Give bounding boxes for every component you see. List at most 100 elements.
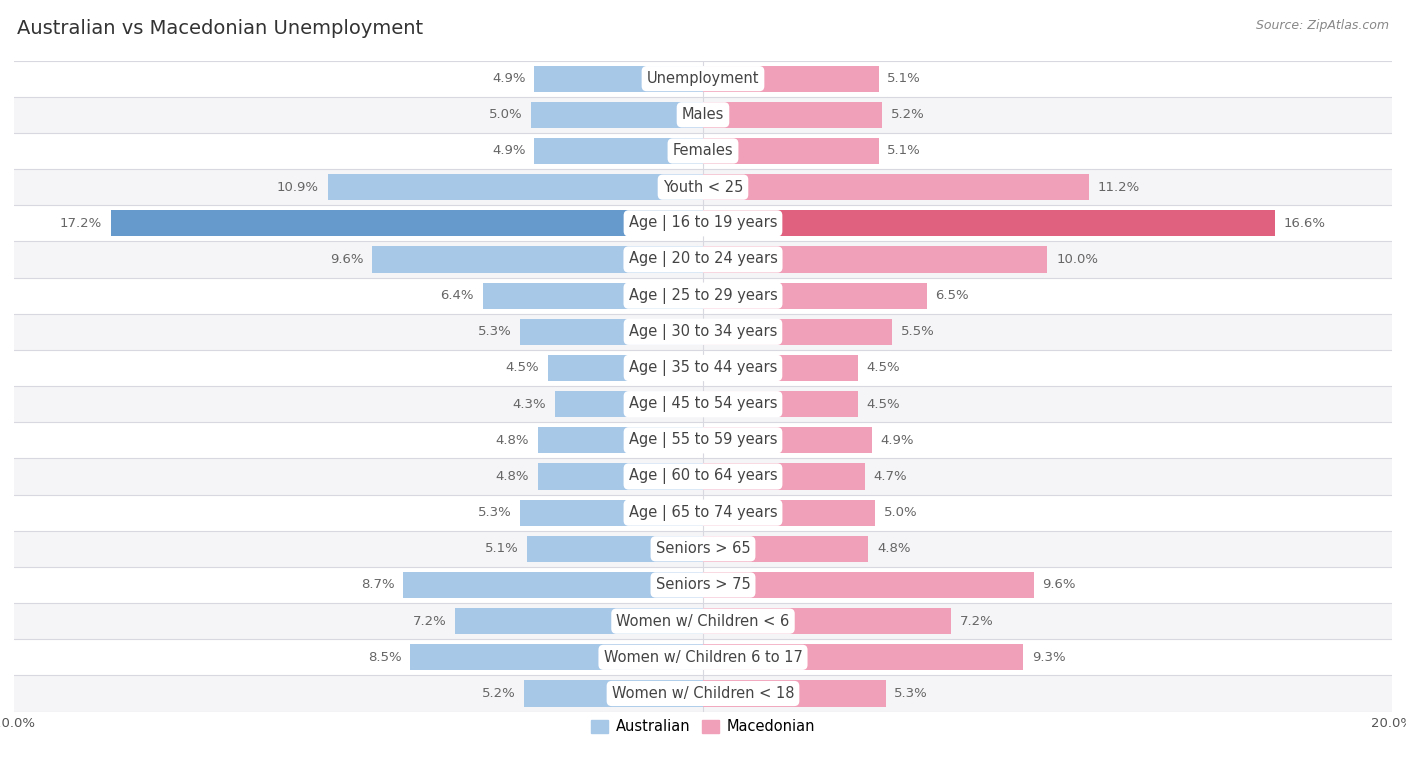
Bar (703, 536, 869, 562)
Text: Age | 55 to 59 years: Age | 55 to 59 years (628, 432, 778, 448)
Text: 4.8%: 4.8% (495, 434, 529, 447)
Bar (14, 97, 1392, 133)
Text: Age | 30 to 34 years: Age | 30 to 34 years (628, 324, 778, 340)
Bar (534, 66, 703, 92)
Bar (527, 536, 703, 562)
Text: 5.0%: 5.0% (884, 506, 918, 519)
Text: 5.2%: 5.2% (481, 687, 515, 700)
Bar (14, 422, 1392, 459)
Bar (411, 644, 703, 671)
Bar (703, 282, 927, 309)
Text: 4.9%: 4.9% (492, 145, 526, 157)
Text: 7.2%: 7.2% (412, 615, 446, 628)
Text: 5.3%: 5.3% (478, 506, 512, 519)
Bar (703, 463, 865, 490)
Bar (534, 138, 703, 164)
Bar (703, 391, 858, 417)
Bar (703, 210, 1275, 236)
Text: 4.8%: 4.8% (877, 542, 911, 556)
Bar (703, 66, 879, 92)
Bar (14, 675, 1392, 712)
Bar (14, 241, 1392, 278)
Legend: Australian, Macedonian: Australian, Macedonian (585, 713, 821, 740)
Bar (14, 205, 1392, 241)
Bar (703, 427, 872, 453)
Bar (456, 608, 703, 634)
Text: 5.3%: 5.3% (478, 326, 512, 338)
Bar (14, 494, 1392, 531)
Text: 5.1%: 5.1% (887, 145, 921, 157)
Bar (703, 608, 950, 634)
Text: 5.1%: 5.1% (887, 72, 921, 85)
Bar (537, 463, 703, 490)
Bar (14, 313, 1392, 350)
Text: Australian vs Macedonian Unemployment: Australian vs Macedonian Unemployment (17, 19, 423, 38)
Bar (703, 319, 893, 345)
Bar (482, 282, 703, 309)
Bar (14, 61, 1392, 97)
Text: 5.2%: 5.2% (891, 108, 925, 121)
Text: Women w/ Children < 6: Women w/ Children < 6 (616, 614, 790, 628)
Bar (555, 391, 703, 417)
Text: Age | 16 to 19 years: Age | 16 to 19 years (628, 215, 778, 232)
Text: 6.5%: 6.5% (935, 289, 969, 302)
Bar (524, 681, 703, 706)
Bar (548, 355, 703, 381)
Bar (703, 138, 879, 164)
Bar (14, 639, 1392, 675)
Text: 11.2%: 11.2% (1098, 181, 1140, 194)
Bar (531, 101, 703, 128)
Text: 4.9%: 4.9% (880, 434, 914, 447)
Text: 9.6%: 9.6% (1042, 578, 1076, 591)
Text: Women w/ Children < 18: Women w/ Children < 18 (612, 686, 794, 701)
Text: 9.3%: 9.3% (1032, 651, 1066, 664)
Text: 8.5%: 8.5% (368, 651, 402, 664)
Text: Females: Females (672, 144, 734, 158)
Text: 4.5%: 4.5% (866, 397, 900, 410)
Bar (703, 174, 1088, 200)
Text: Age | 45 to 54 years: Age | 45 to 54 years (628, 396, 778, 412)
Text: Males: Males (682, 107, 724, 123)
Text: 9.6%: 9.6% (330, 253, 364, 266)
Bar (703, 644, 1024, 671)
Text: 4.5%: 4.5% (866, 362, 900, 375)
Bar (703, 101, 882, 128)
Text: Women w/ Children 6 to 17: Women w/ Children 6 to 17 (603, 650, 803, 665)
Bar (14, 603, 1392, 639)
Text: Unemployment: Unemployment (647, 71, 759, 86)
Text: 10.0%: 10.0% (1056, 253, 1098, 266)
Text: 5.1%: 5.1% (485, 542, 519, 556)
Text: 10.9%: 10.9% (277, 181, 319, 194)
Text: 5.3%: 5.3% (894, 687, 928, 700)
Text: 4.8%: 4.8% (495, 470, 529, 483)
Text: Age | 65 to 74 years: Age | 65 to 74 years (628, 505, 778, 521)
Bar (703, 500, 875, 525)
Bar (703, 247, 1047, 273)
Bar (14, 386, 1392, 422)
Bar (14, 278, 1392, 313)
Text: 17.2%: 17.2% (59, 217, 101, 230)
Bar (111, 210, 703, 236)
Text: 16.6%: 16.6% (1284, 217, 1326, 230)
Bar (14, 531, 1392, 567)
Bar (14, 169, 1392, 205)
Bar (703, 572, 1033, 598)
Text: 5.5%: 5.5% (901, 326, 935, 338)
Bar (520, 319, 703, 345)
Text: 4.5%: 4.5% (506, 362, 540, 375)
Text: Age | 35 to 44 years: Age | 35 to 44 years (628, 360, 778, 376)
Bar (703, 355, 858, 381)
Text: 4.3%: 4.3% (513, 397, 547, 410)
Text: 8.7%: 8.7% (361, 578, 395, 591)
Bar (14, 459, 1392, 494)
Bar (14, 133, 1392, 169)
Text: Age | 25 to 29 years: Age | 25 to 29 years (628, 288, 778, 304)
Bar (703, 681, 886, 706)
Text: Seniors > 65: Seniors > 65 (655, 541, 751, 556)
Bar (373, 247, 703, 273)
Text: Age | 60 to 64 years: Age | 60 to 64 years (628, 469, 778, 484)
Text: 6.4%: 6.4% (440, 289, 474, 302)
Text: 7.2%: 7.2% (960, 615, 994, 628)
Text: Seniors > 75: Seniors > 75 (655, 578, 751, 593)
Bar (14, 567, 1392, 603)
